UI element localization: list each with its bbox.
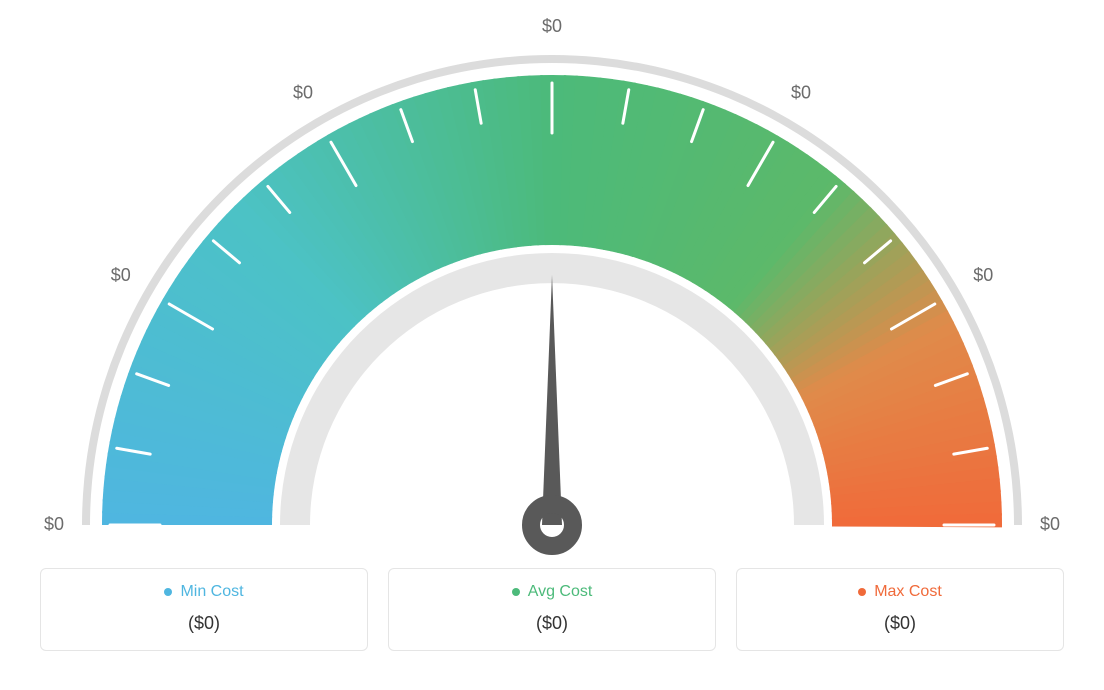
svg-text:$0: $0 — [542, 16, 562, 36]
legend-dot-min — [164, 588, 172, 596]
gauge-svg: $0 $0 $0 $0 $0 $0 $0 — [0, 0, 1104, 560]
legend-box-min: Min Cost ($0) — [40, 568, 368, 651]
legend-label-min: Min Cost — [164, 583, 243, 601]
legend-text-avg: Avg Cost — [528, 583, 593, 601]
legend-box-avg: Avg Cost ($0) — [388, 568, 716, 651]
legend-box-max: Max Cost ($0) — [736, 568, 1064, 651]
legend-value-max: ($0) — [749, 613, 1051, 634]
gauge-chart: $0 $0 $0 $0 $0 $0 $0 — [0, 0, 1104, 560]
legend-value-min: ($0) — [53, 613, 355, 634]
svg-text:$0: $0 — [293, 82, 313, 102]
legend-label-avg: Avg Cost — [512, 583, 593, 601]
svg-text:$0: $0 — [973, 265, 993, 285]
legend-dot-max — [858, 588, 866, 596]
legend-text-max: Max Cost — [874, 583, 942, 601]
legend-dot-avg — [512, 588, 520, 596]
legend-value-avg: ($0) — [401, 613, 703, 634]
legend-text-min: Min Cost — [180, 583, 243, 601]
svg-text:$0: $0 — [111, 265, 131, 285]
legend-row: Min Cost ($0) Avg Cost ($0) Max Cost ($0… — [0, 568, 1104, 651]
svg-text:$0: $0 — [1040, 514, 1060, 534]
svg-text:$0: $0 — [44, 514, 64, 534]
svg-text:$0: $0 — [791, 82, 811, 102]
legend-label-max: Max Cost — [858, 583, 942, 601]
